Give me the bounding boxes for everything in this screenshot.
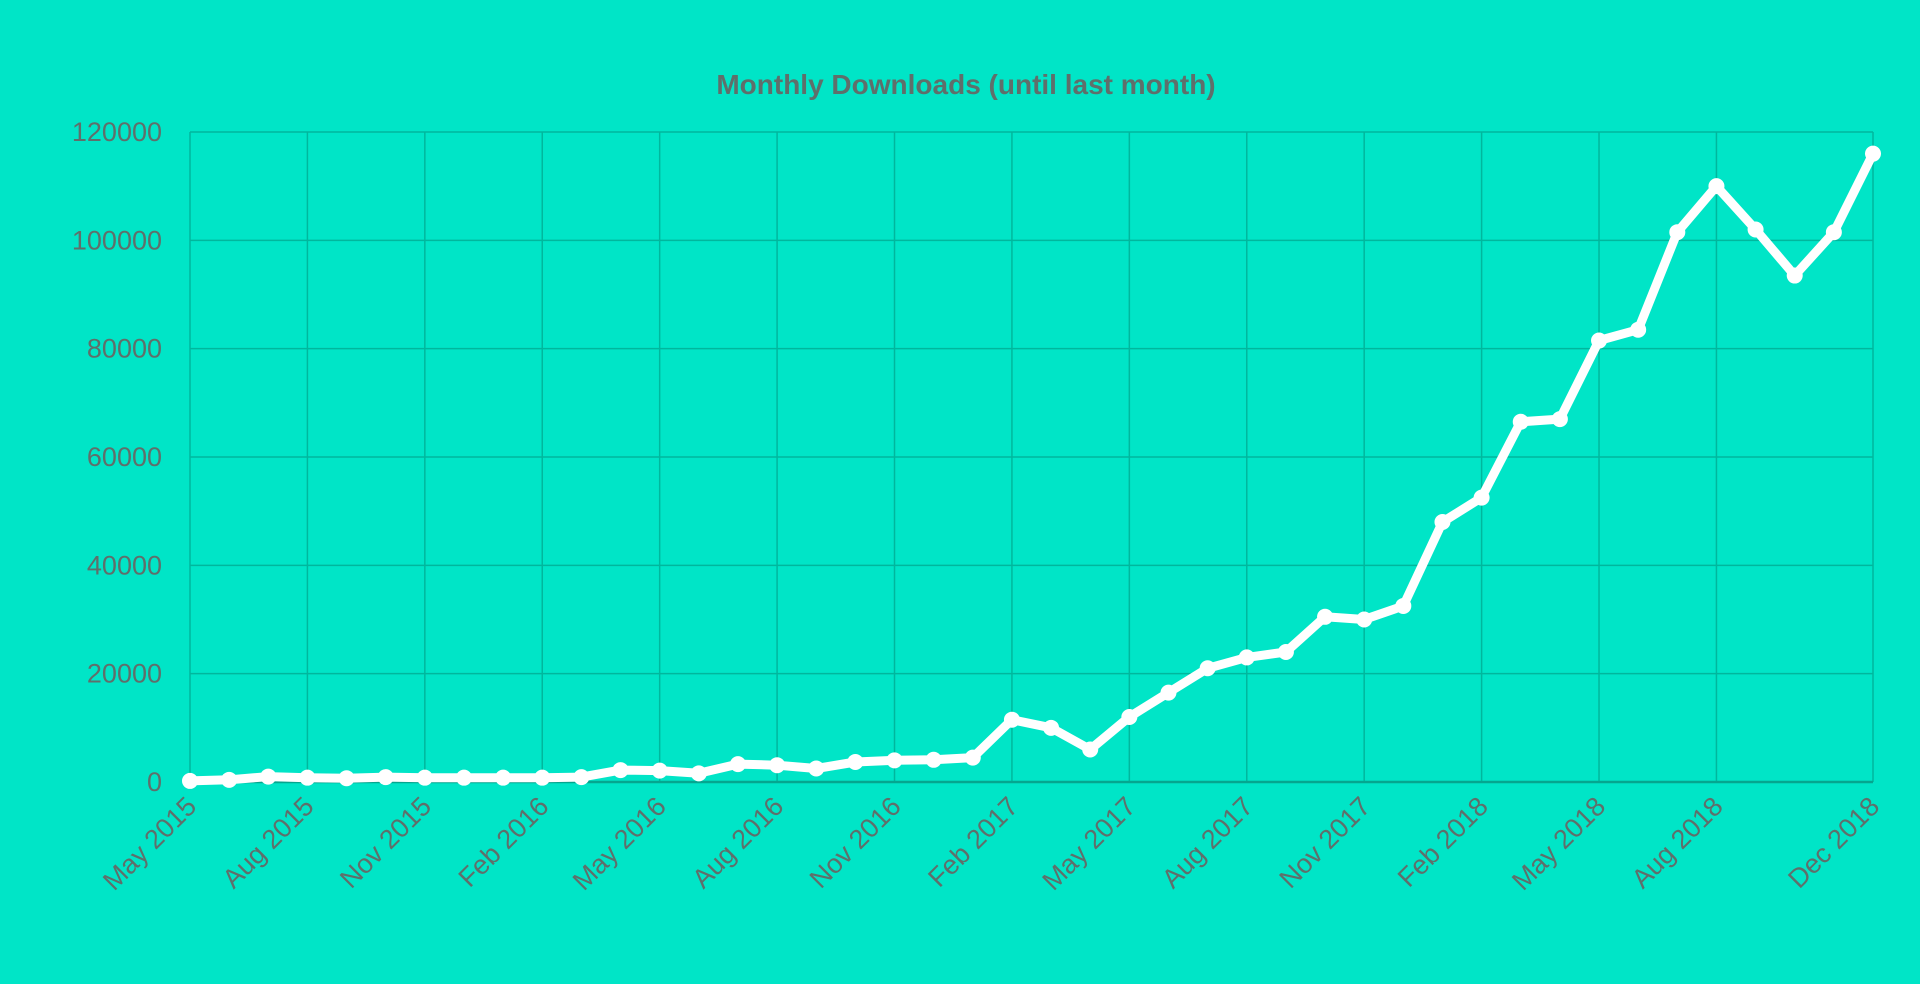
data-point: [769, 757, 786, 774]
data-point: [1317, 608, 1334, 625]
x-tick-label: Feb 2018: [1392, 791, 1494, 893]
data-point: [1591, 332, 1608, 349]
x-tick-label: Feb 2016: [453, 791, 555, 893]
data-point: [1277, 644, 1294, 660]
data-point: [495, 769, 512, 786]
data-point: [534, 769, 551, 786]
data-point: [377, 769, 394, 786]
data-point: [612, 762, 629, 779]
data-point: [338, 770, 355, 787]
y-tick-label: 80000: [87, 334, 162, 364]
x-tick-label: Nov 2015: [334, 791, 437, 894]
data-point: [964, 749, 981, 766]
data-point: [1238, 649, 1255, 666]
x-tick-label: Aug 2016: [686, 791, 789, 894]
x-tick-label: Nov 2016: [804, 791, 907, 894]
data-point: [1356, 611, 1373, 628]
data-point: [1865, 145, 1881, 162]
data-point: [1395, 597, 1412, 614]
data-point: [1160, 684, 1177, 701]
data-point: [1551, 411, 1568, 428]
data-point: [221, 771, 238, 788]
data-point: [1082, 741, 1099, 758]
y-tick-label: 100000: [72, 225, 162, 255]
data-point: [1825, 224, 1842, 241]
data-point: [1630, 321, 1647, 338]
data-point: [260, 768, 277, 785]
y-tick-label: 60000: [87, 442, 162, 472]
x-tick-label: Nov 2017: [1273, 791, 1376, 894]
data-point: [299, 769, 316, 786]
data-point: [182, 772, 198, 789]
data-point: [847, 753, 864, 770]
data-point: [729, 756, 746, 773]
x-tick-label: May 2017: [1037, 791, 1142, 896]
data-point: [1669, 224, 1686, 241]
data-point: [416, 769, 433, 786]
data-point: [1747, 221, 1764, 238]
data-point: [1708, 178, 1725, 195]
y-tick-label: 20000: [87, 659, 162, 689]
x-tick-label: Dec 2018: [1782, 791, 1885, 894]
x-tick-label: May 2015: [97, 791, 202, 896]
data-point: [573, 769, 590, 786]
data-point: [1121, 709, 1138, 725]
x-tick-label: Aug 2018: [1626, 791, 1729, 894]
data-point: [1434, 514, 1451, 530]
chart-title: Monthly Downloads (until last month): [716, 69, 1215, 100]
data-point: [1199, 660, 1216, 677]
data-point: [651, 762, 668, 779]
x-tick-label: Aug 2017: [1156, 791, 1259, 894]
y-tick-label: 0: [147, 767, 162, 797]
data-point: [925, 751, 942, 768]
data-point: [1512, 413, 1529, 430]
data-point: [1473, 489, 1490, 506]
grid: [189, 131, 1874, 782]
x-tick-label: Aug 2015: [217, 791, 320, 894]
data-point: [1003, 711, 1020, 728]
y-tick-label: 40000: [87, 550, 162, 580]
x-tick-label: Feb 2017: [922, 791, 1024, 893]
data-point: [886, 752, 903, 769]
x-tick-label: May 2016: [567, 791, 672, 896]
data-point: [1043, 719, 1060, 736]
data-point: [1786, 267, 1803, 284]
y-tick-label: 120000: [72, 117, 162, 147]
series-line: [185, 149, 1878, 786]
x-tick-label: May 2018: [1506, 791, 1611, 896]
data-point: [690, 765, 707, 782]
data-point: [808, 760, 825, 777]
data-point: [455, 769, 472, 786]
series: [182, 145, 1881, 789]
